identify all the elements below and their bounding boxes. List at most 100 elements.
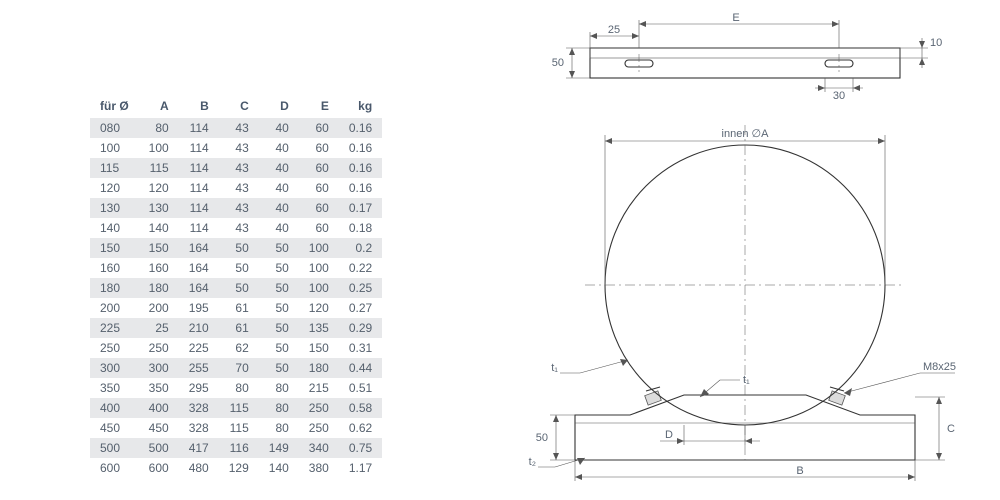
table-cell: 255 [179, 358, 219, 378]
table-cell: 50 [219, 278, 259, 298]
label-t1b: t₁ [743, 374, 750, 386]
dim-10: 10 [930, 37, 942, 49]
table-cell: 130 [90, 198, 139, 218]
col-header: E [299, 95, 339, 118]
top-view-drawing: E 25 50 30 10 [530, 10, 970, 100]
table-cell: 0.17 [339, 198, 382, 218]
table-cell: 0.51 [339, 378, 382, 398]
table-cell: 0.58 [339, 398, 382, 418]
front-view-drawing: innen ∅A t₁ t₁ M8x25 t₂ 50 C [500, 115, 980, 485]
table-cell: 43 [219, 118, 259, 139]
table-cell: 61 [219, 318, 259, 338]
table-cell: 1.17 [339, 458, 382, 478]
table-cell: 300 [90, 358, 139, 378]
table-cell: 150 [90, 238, 139, 258]
table-row: 1201201144340600.16 [90, 178, 382, 198]
table-cell: 43 [219, 158, 259, 178]
table-cell: 250 [90, 338, 139, 358]
table-cell: 0.29 [339, 318, 382, 338]
table-cell: 0.22 [339, 258, 382, 278]
table-cell: 50 [259, 298, 299, 318]
col-header: kg [339, 95, 382, 118]
table-cell: 40 [259, 138, 299, 158]
col-header: B [179, 95, 219, 118]
table-cell: 160 [90, 258, 139, 278]
table-row: 450450328115802500.62 [90, 418, 382, 438]
col-header: für Ø [90, 95, 139, 118]
table-cell: 295 [179, 378, 219, 398]
table-cell: 0.27 [339, 298, 382, 318]
table-cell: 114 [179, 178, 219, 198]
table-cell: 114 [179, 118, 219, 139]
table-cell: 400 [90, 398, 139, 418]
table-cell: 0.75 [339, 438, 382, 458]
table-row: 1301301144340600.17 [90, 198, 382, 218]
table-row: 400400328115802500.58 [90, 398, 382, 418]
table-cell: 115 [90, 158, 139, 178]
table-cell: 164 [179, 258, 219, 278]
table-cell: 100 [90, 138, 139, 158]
table-cell: 250 [139, 338, 179, 358]
table-cell: 100 [299, 258, 339, 278]
table-cell: 135 [299, 318, 339, 338]
table-cell: 25 [139, 318, 179, 338]
table-cell: 80 [139, 118, 179, 139]
table-cell: 450 [139, 418, 179, 438]
table-cell: 180 [139, 278, 179, 298]
table-cell: 140 [259, 458, 299, 478]
table-cell: 149 [259, 438, 299, 458]
table-cell: 43 [219, 198, 259, 218]
table-cell: 100 [299, 278, 339, 298]
label-M8: M8x25 [923, 361, 956, 373]
table-cell: 80 [259, 418, 299, 438]
dim-E: E [732, 12, 739, 24]
table-row: 2252521061501350.29 [90, 318, 382, 338]
table-cell: 60 [299, 218, 339, 238]
table-cell: 116 [219, 438, 259, 458]
table-row: 6006004801291403801.17 [90, 458, 382, 478]
table-cell: 180 [299, 358, 339, 378]
table-cell: 114 [179, 198, 219, 218]
table-cell: 450 [90, 418, 139, 438]
table-cell: 120 [90, 178, 139, 198]
table-cell: 328 [179, 418, 219, 438]
table-cell: 080 [90, 118, 139, 139]
table-row: 1001001144340600.16 [90, 138, 382, 158]
table-cell: 50 [259, 318, 299, 338]
table-cell: 500 [90, 438, 139, 458]
table-cell: 115 [139, 158, 179, 178]
table-row: 080801144340600.16 [90, 118, 382, 139]
table-cell: 0.2 [339, 238, 382, 258]
table-cell: 40 [259, 178, 299, 198]
table-cell: 115 [219, 418, 259, 438]
table-cell: 150 [139, 238, 179, 258]
table-cell: 80 [219, 378, 259, 398]
table-cell: 600 [139, 458, 179, 478]
bolt-right [829, 387, 846, 405]
table-cell: 50 [259, 358, 299, 378]
table-row: 15015016450501000.2 [90, 238, 382, 258]
table-cell: 114 [179, 138, 219, 158]
page-root: für ØABCDEkg 080801144340600.16100100114… [0, 0, 1000, 500]
table-cell: 350 [90, 378, 139, 398]
table-cell: 100 [299, 238, 339, 258]
table-cell: 225 [179, 338, 219, 358]
table-cell: 43 [219, 138, 259, 158]
table-cell: 0.16 [339, 138, 382, 158]
table-row: 16016016450501000.22 [90, 258, 382, 278]
table-cell: 129 [219, 458, 259, 478]
col-header: C [219, 95, 259, 118]
table-cell: 62 [219, 338, 259, 358]
table-cell: 160 [139, 258, 179, 278]
table-cell: 115 [219, 398, 259, 418]
table-cell: 250 [299, 398, 339, 418]
table-row: 20020019561501200.27 [90, 298, 382, 318]
table-cell: 0.16 [339, 158, 382, 178]
table-cell: 60 [299, 118, 339, 139]
table-cell: 70 [219, 358, 259, 378]
col-header: A [139, 95, 179, 118]
table-cell: 114 [179, 158, 219, 178]
table-cell: 50 [219, 258, 259, 278]
table-cell: 120 [299, 298, 339, 318]
table-cell: 340 [299, 438, 339, 458]
